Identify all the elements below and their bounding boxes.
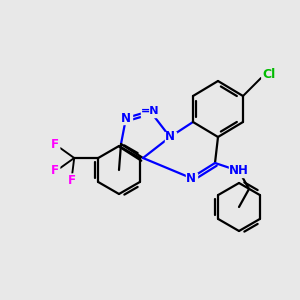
Text: N: N (186, 172, 196, 184)
Text: N: N (121, 112, 131, 124)
Bar (121, 112, 131, 124)
Text: F: F (51, 139, 59, 152)
Text: F: F (68, 175, 76, 188)
Bar (141, 106, 159, 116)
Bar (185, 172, 197, 184)
Bar (229, 166, 249, 176)
Text: Cl: Cl (262, 68, 276, 80)
Bar (164, 131, 175, 142)
Text: F: F (51, 164, 59, 178)
Text: =N: =N (141, 106, 159, 116)
Text: NH: NH (229, 164, 249, 178)
Text: N: N (165, 130, 175, 143)
